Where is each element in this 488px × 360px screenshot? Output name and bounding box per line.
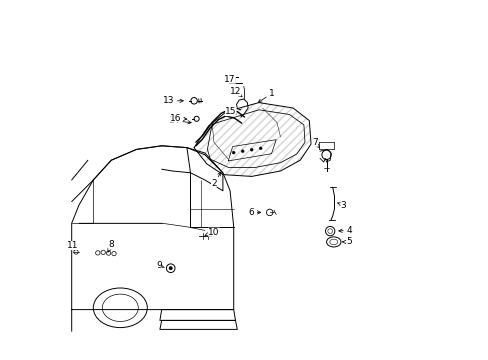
Text: 12: 12 xyxy=(229,87,242,97)
Text: 4: 4 xyxy=(338,226,351,235)
Circle shape xyxy=(232,151,235,154)
Text: 6: 6 xyxy=(248,208,260,217)
Text: 11: 11 xyxy=(66,241,78,250)
Text: 16: 16 xyxy=(170,113,186,122)
Circle shape xyxy=(241,150,244,153)
Text: 13: 13 xyxy=(163,96,183,105)
Text: 15: 15 xyxy=(224,107,236,116)
Text: 3: 3 xyxy=(337,201,346,210)
Text: 1: 1 xyxy=(258,89,274,102)
Text: 7: 7 xyxy=(311,138,319,148)
Text: 14: 14 xyxy=(168,116,191,125)
Circle shape xyxy=(169,266,172,270)
Text: 2: 2 xyxy=(211,172,221,188)
Circle shape xyxy=(250,148,253,151)
Text: 8: 8 xyxy=(108,240,114,252)
Circle shape xyxy=(259,147,262,150)
Text: 10: 10 xyxy=(204,228,219,237)
Text: 17: 17 xyxy=(224,75,235,84)
Text: 9: 9 xyxy=(156,261,164,270)
Text: 5: 5 xyxy=(342,238,351,246)
